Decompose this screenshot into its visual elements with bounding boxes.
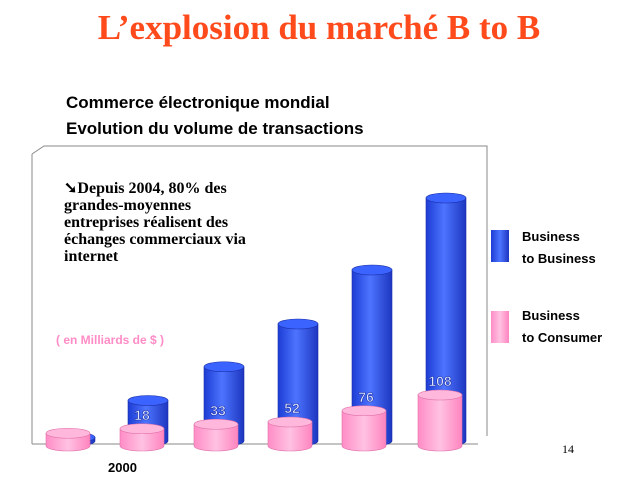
bar-b2b [277, 318, 319, 447]
legend-label-line: to Consumer [522, 330, 603, 345]
bar-b2c [417, 389, 463, 452]
legend-swatch-b2b [491, 230, 509, 262]
annotation-line: grandes-moyennes [64, 197, 192, 214]
page-number: 14 [562, 442, 574, 456]
annotation-line: entreprises réalisent des [64, 214, 229, 231]
data-label-b2b: 52 [284, 400, 300, 416]
legend-label-line: Business [522, 308, 580, 323]
data-label-b2b: 33 [210, 402, 226, 418]
bar-b2c [341, 405, 387, 452]
chart-frame [31, 145, 488, 436]
x-tick-label-2000: 2000 [108, 460, 137, 475]
bar-b2c [193, 418, 239, 452]
chart-subtitle-line-2: Evolution du volume de transactions [66, 119, 364, 138]
data-label-b2b: 18 [134, 407, 150, 423]
data-label-b2b: 76 [358, 389, 374, 405]
chart-subtitle-line-1: Commerce électronique mondial [66, 93, 330, 112]
data-label-b2b: 108 [428, 373, 452, 389]
bar-b2c [119, 423, 165, 452]
annotation-line: internet [64, 248, 119, 265]
legend-label-b2c: Business to Consumer [522, 305, 602, 349]
legend-swatch-b2c [491, 311, 509, 343]
annotation-line: échanges commerciaux via [64, 231, 246, 248]
unit-note: ( en Milliards de $ ) [56, 333, 165, 347]
legend-label-line: Business [522, 229, 580, 244]
slide-title: L’explosion du marché B to B [97, 8, 541, 47]
bar-b2c [45, 427, 91, 452]
bar-b2b [351, 264, 393, 447]
legend-label-b2b: Business to Business [522, 226, 596, 270]
legend-label-line: to Business [522, 251, 596, 266]
annotation-text: ➘Depuis 2004, 80% des grandes-moyennes e… [64, 180, 324, 265]
annotation-line: ➘Depuis 2004, 80% des [64, 180, 227, 197]
bar-b2c [267, 416, 313, 452]
